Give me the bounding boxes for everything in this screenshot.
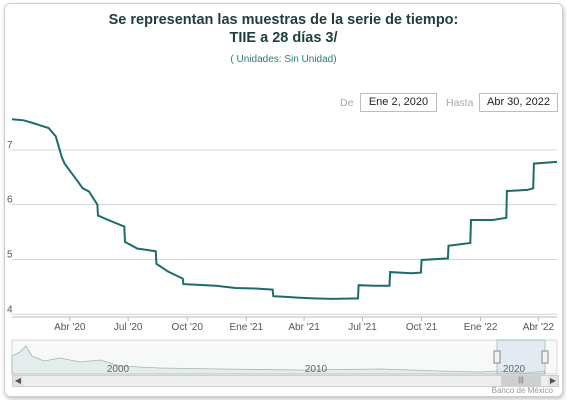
- scroll-left-arrow-icon[interactable]: ◀: [13, 376, 23, 386]
- range-to-label: Hasta: [446, 97, 474, 109]
- navigator: 2000 2010 2020: [11, 339, 558, 375]
- x-tick-label: Oct '21: [406, 322, 438, 333]
- x-tick-label: Ene '21: [230, 322, 264, 333]
- chart-title-series: TIIE a 28 días 3/: [229, 30, 338, 46]
- navigator-label-2010: 2010: [305, 364, 328, 375]
- navigator-selection: [496, 339, 546, 375]
- navigator-series: [11, 345, 546, 375]
- x-tick-label: Jul '20: [114, 322, 143, 333]
- y-tick-label: 6: [7, 195, 13, 206]
- x-tick-label: Ene '22: [464, 322, 498, 333]
- x-tick-label: Oct '20: [172, 322, 204, 333]
- x-tick-label: Abr '21: [288, 322, 320, 333]
- chart-frame: [4, 3, 563, 397]
- range-from-label: De: [340, 97, 354, 109]
- range-to-input[interactable]: Abr 30, 2022: [479, 93, 558, 112]
- range-from-input[interactable]: Ene 2, 2020: [360, 93, 437, 112]
- units-subtitle: ( Unidades: Sin Unidad): [230, 54, 337, 65]
- chart-title: Se representan las muestras de la serie …: [108, 12, 459, 28]
- navigator-label-2000: 2000: [107, 364, 130, 375]
- x-tick-label: Jul '21: [348, 322, 377, 333]
- grid-lines: [12, 149, 557, 318]
- navigator-scrollbar[interactable]: ◀ ||| ▶: [12, 375, 559, 387]
- y-tick-label: 7: [7, 140, 13, 151]
- x-tick-label: Abr '22: [523, 322, 555, 333]
- navigator-handle-right[interactable]: [541, 350, 549, 364]
- navigator-label-2020: 2020: [503, 364, 526, 375]
- scrollbar-thumb[interactable]: |||: [501, 376, 541, 386]
- y-tick-label: 5: [7, 249, 13, 260]
- x-tick-label: Abr '20: [54, 322, 86, 333]
- credits: Banco de México: [491, 386, 553, 395]
- y-axis: 4 5 6 7: [7, 140, 13, 315]
- series-line: [11, 118, 558, 300]
- y-tick-label: 4: [7, 304, 13, 315]
- scroll-right-arrow-icon[interactable]: ▶: [548, 376, 558, 386]
- navigator-handle-left[interactable]: [493, 350, 501, 364]
- x-axis: Abr '20 Jul '20 Oct '20 Ene '21 Abr '21 Jul '…: [54, 317, 555, 333]
